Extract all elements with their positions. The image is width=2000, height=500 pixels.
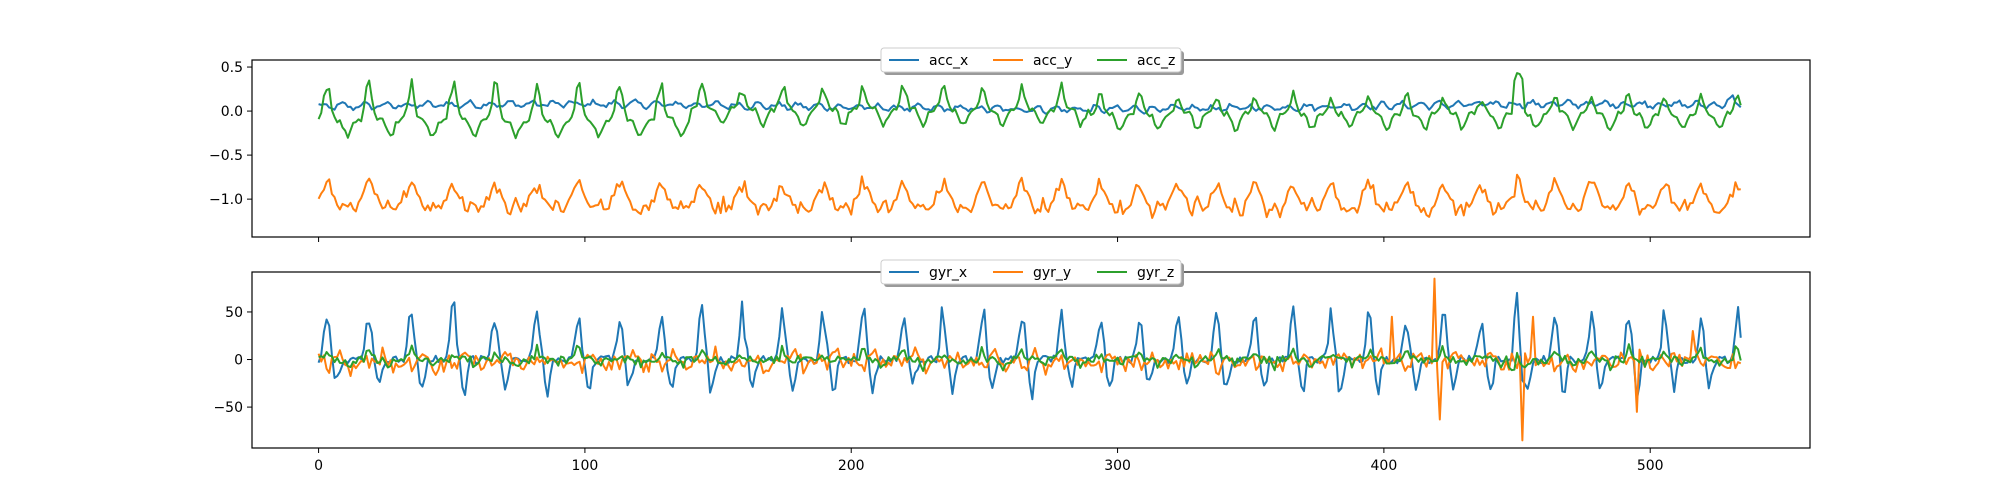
legend-label: acc_y	[1033, 53, 1072, 69]
acc-chart: −1.0 −0.5 0.0 0.5 acc_x acc_y acc_z	[209, 47, 1811, 242]
y-tick-label: 0.5	[221, 60, 243, 76]
series-line-gyr-x	[317, 291, 1742, 401]
axes-frame	[251, 59, 1811, 238]
x-tick-label: 400	[1371, 458, 1398, 474]
y-tick-label: −0.5	[209, 148, 243, 164]
x-tick-label: 500	[1637, 458, 1664, 474]
legend-label: acc_z	[1137, 53, 1175, 69]
series-line-acc-z	[317, 72, 1742, 140]
y-tick-label: 0	[234, 353, 243, 369]
legend-label: acc_x	[929, 53, 968, 69]
series-line-gyr-z	[318, 343, 1742, 372]
y-tick-label: −50	[213, 400, 243, 416]
legend-label: gyr_z	[1137, 265, 1174, 281]
x-tick-label: 300	[1104, 458, 1131, 474]
series-line-acc-y	[317, 173, 1741, 219]
x-tick-label: 0	[314, 458, 323, 474]
legend: acc_x acc_y acc_z	[880, 47, 1184, 75]
legend-label: gyr_x	[929, 265, 967, 281]
legend-label: gyr_y	[1033, 265, 1071, 281]
legend: gyr_x gyr_y gyr_z	[880, 259, 1184, 287]
x-tick-label: 200	[838, 458, 865, 474]
y-tick-label: 50	[225, 305, 243, 321]
y-tick-label: −1.0	[209, 192, 243, 208]
y-tick-label: 0.0	[221, 104, 243, 120]
gyr-chart: 0 100 200 300 400 500 −50 0 50 gyr_x gyr_y gyr_z	[213, 259, 1811, 474]
x-tick-label: 100	[572, 458, 599, 474]
